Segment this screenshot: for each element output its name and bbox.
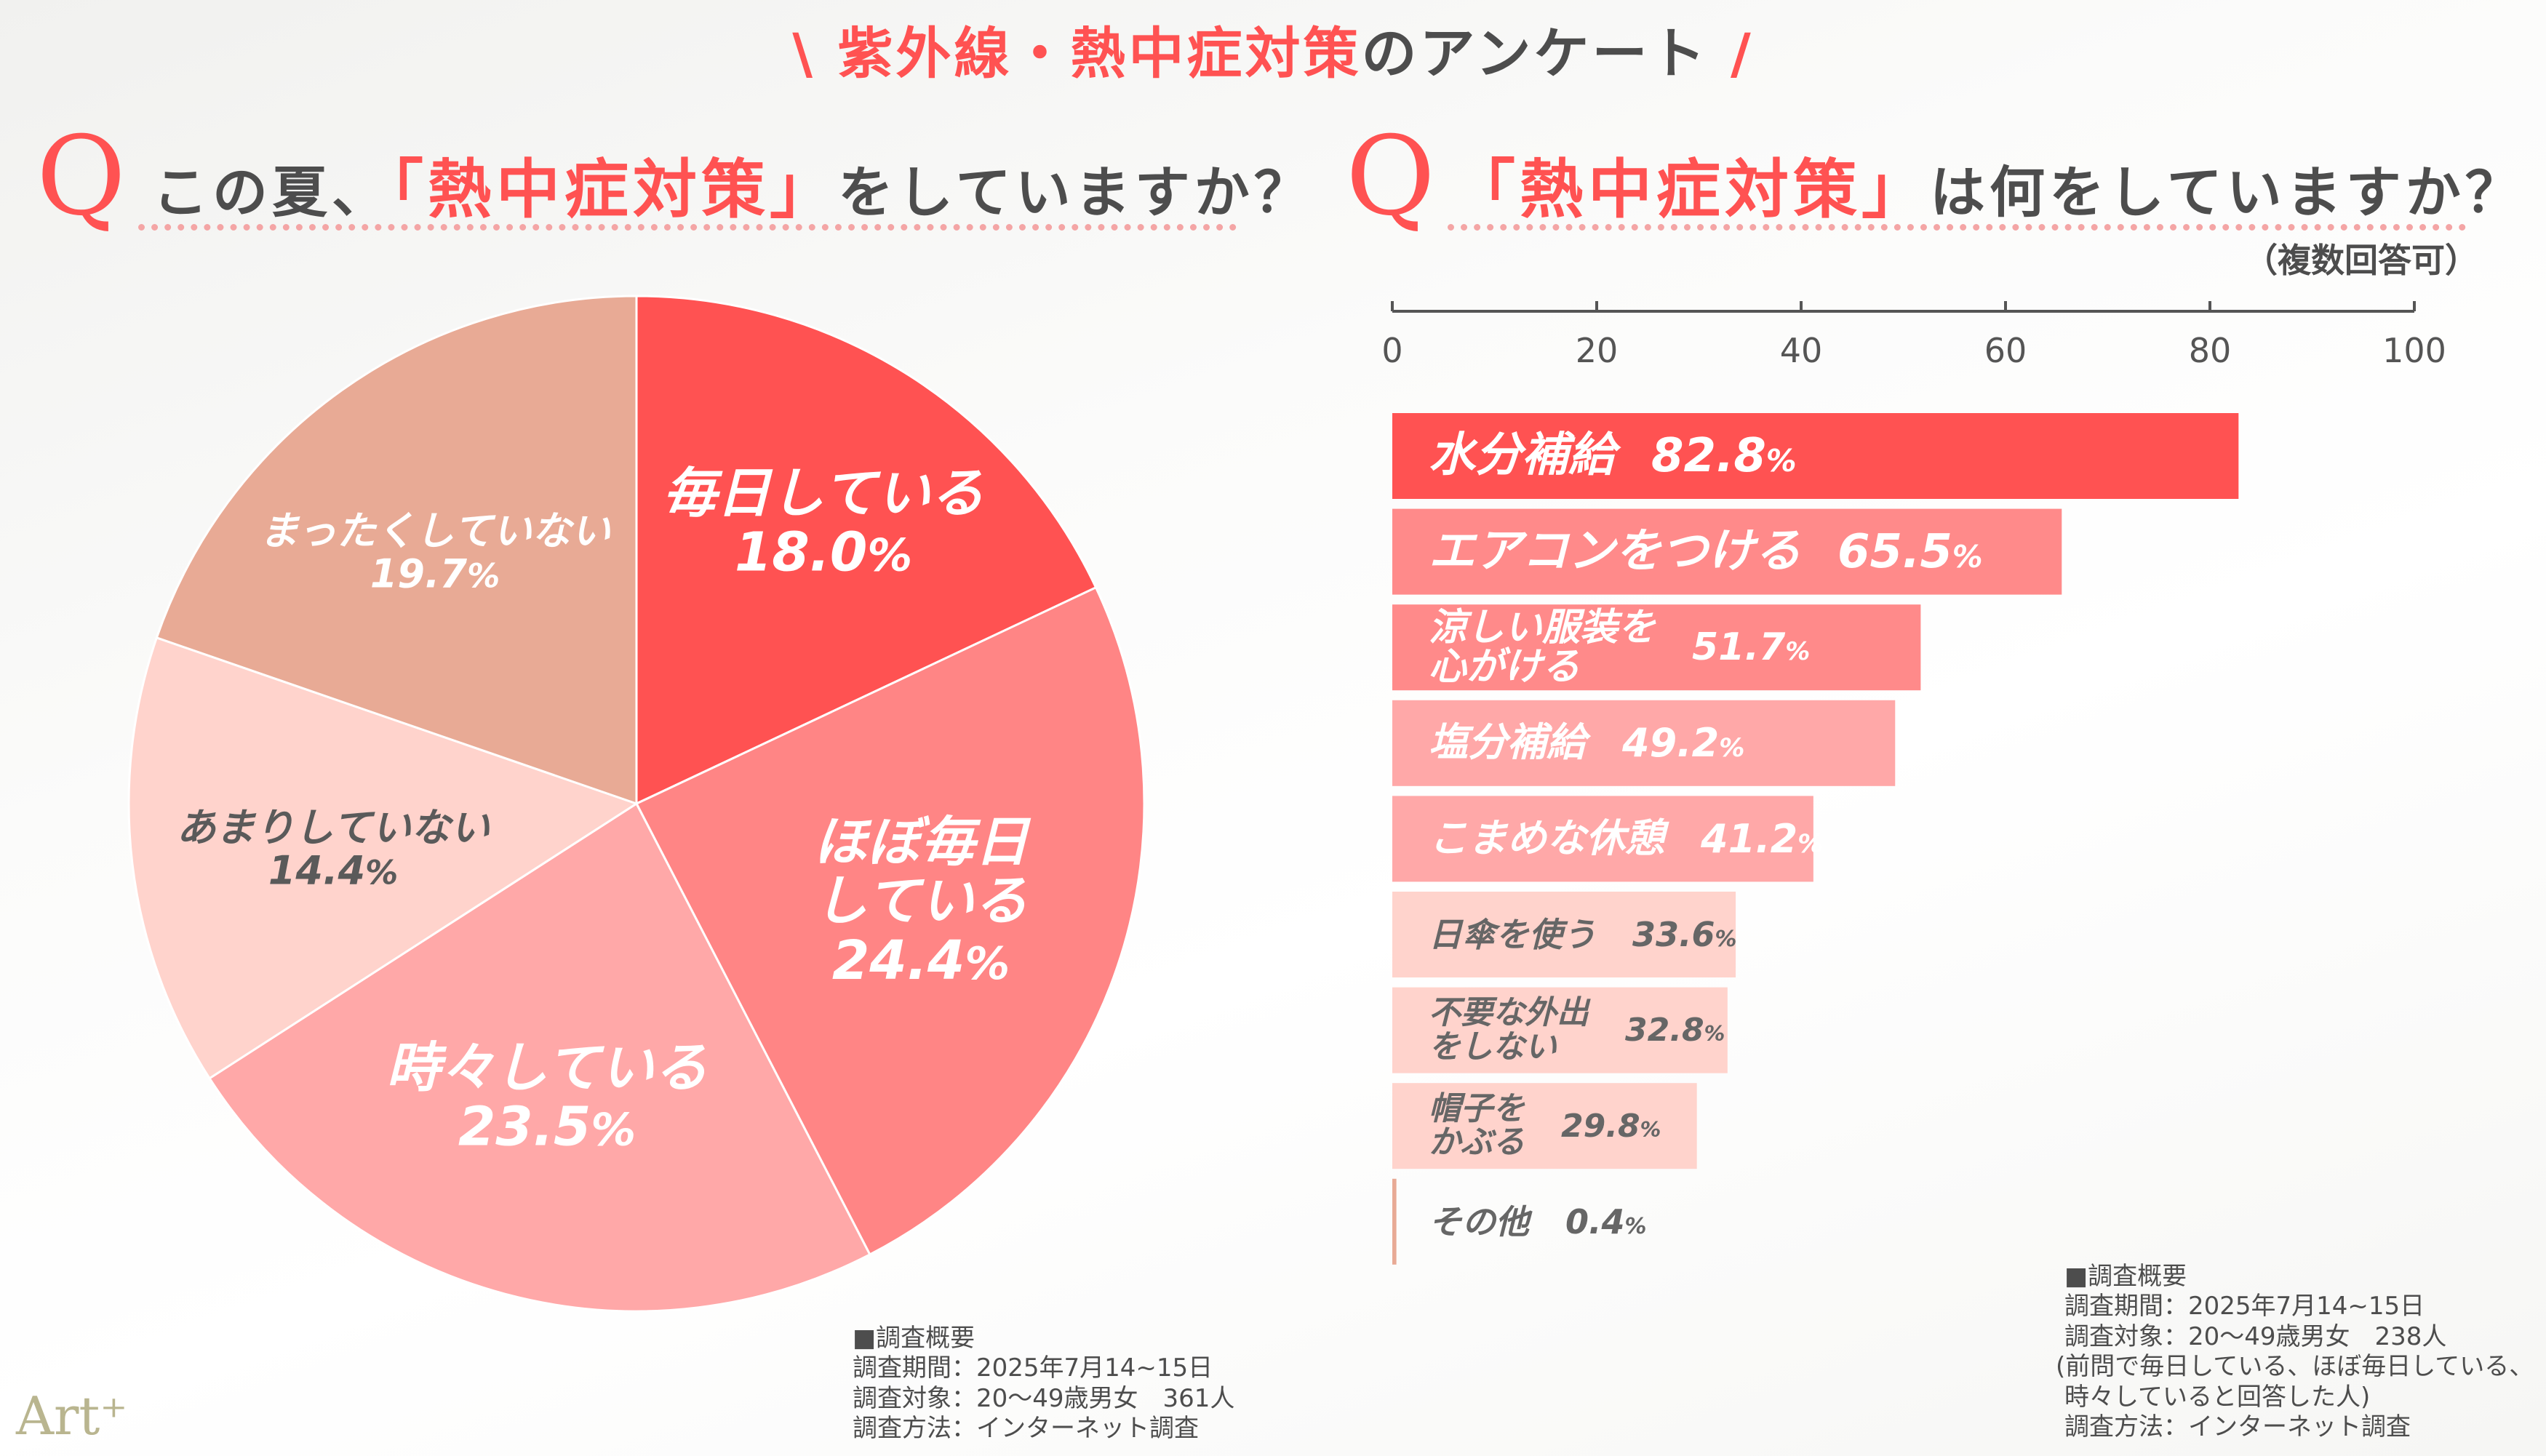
bar-value: 49.2%: [1622, 720, 1745, 767]
bar-category: 帽子を かぶる: [1429, 1090, 1525, 1161]
multiple-answer-note: （複数回答可）: [2244, 241, 2478, 280]
bar-value: 41.2%: [1701, 815, 1824, 862]
bar-value: 65.5%: [1837, 524, 1983, 579]
x-tick-label: 0: [1381, 331, 1403, 370]
bar-category: こまめな休憩: [1429, 815, 1664, 862]
pie-slice-4: [155, 295, 638, 806]
bar-3: [1392, 700, 1896, 786]
left-question-red: 「熱中症対策」: [391, 152, 839, 227]
bar-2: [1392, 604, 1921, 691]
bar-value: 29.8%: [1561, 1107, 1661, 1145]
left-survey-summary: ■調査概要 調査期間：2025年7月14~15日 調査対象：20〜49歳男女 361…: [853, 1324, 1235, 1444]
pie-label-almost-daily: ほぼ毎日 している 24.4%: [813, 810, 1029, 992]
bar-label: その他 0.4%: [1429, 1179, 1646, 1265]
bar-8: [1392, 1178, 1397, 1265]
bar-label: 水分補給 82.8%: [1429, 413, 1797, 499]
bar-value: 82.8%: [1651, 429, 1797, 483]
right-q-mark: Q: [1346, 113, 1435, 240]
pie-label-never: まったくしていない 19.7%: [259, 508, 611, 597]
bar-category: 涼しい服装を 心がける: [1429, 605, 1656, 689]
bar-1: [1392, 508, 2062, 595]
right-question-post: は何をしていますか？: [1930, 160, 2525, 225]
x-tick-label: 100: [2382, 331, 2446, 370]
bar-category: 日傘を使う: [1429, 914, 1596, 954]
page-header: \ 紫外線・熱中症対策のアンケート /: [0, 9, 2546, 89]
bar-0: [1392, 413, 2239, 499]
bar-label: 塩分補給 49.2%: [1429, 700, 1744, 786]
bar-value: 32.8%: [1625, 1012, 1725, 1049]
left-dotted-divider: [138, 224, 1237, 231]
pie-label-sometimes: 時々している 23.5%: [386, 1036, 708, 1159]
bar-label: 涼しい服装を 心がける 51.7%: [1429, 604, 1810, 690]
bar-category: 水分補給: [1429, 428, 1615, 483]
bar-7: [1392, 1083, 1697, 1169]
right-question-red: 「熱中症対策」: [1451, 152, 1931, 227]
x-tick-label: 20: [1575, 331, 1619, 370]
bar-4: [1392, 796, 1813, 882]
pie-slice-2: [207, 801, 871, 1313]
right-dotted-divider: [1448, 224, 2466, 231]
bar-value: 0.4%: [1565, 1201, 1647, 1241]
header-title-red: 紫外線・熱中症対策: [837, 21, 1362, 86]
bar-label: 日傘を使う 33.6%: [1429, 892, 1736, 977]
right-survey-summary: ■調査概要 調査期間：2025年7月14~15日 調査対象：20〜49歳男女 238…: [2056, 1262, 2534, 1442]
bar-6: [1392, 987, 1728, 1073]
pie-label-rarely: あまりしていない 14.4%: [176, 804, 490, 894]
bar-category: 不要な外出 をしない: [1429, 994, 1589, 1065]
x-tick-label: 40: [1779, 331, 1823, 370]
bar-label: エアコンをつける 65.5%: [1429, 509, 1983, 595]
bar-category: 塩分補給: [1429, 719, 1586, 766]
pie-label-daily: 毎日している 18.0%: [663, 462, 984, 584]
bar-category: エアコンをつける: [1429, 524, 1801, 578]
bar-category: その他: [1429, 1201, 1529, 1241]
left-question: この夏、「熱中症対策」をしていますか？: [153, 138, 1314, 231]
left-q-mark: Q: [36, 113, 126, 240]
art-plus-logo: Art⁺: [16, 1385, 128, 1447]
header-slash-left: \: [792, 21, 816, 86]
x-tick-label: 60: [1984, 331, 2027, 370]
header-title-rest: のアンケート: [1361, 21, 1709, 86]
pie-slice-0: [635, 295, 1098, 806]
bar-value: 33.6%: [1632, 915, 1737, 954]
bar-label: 不要な外出 をしない 32.8%: [1429, 988, 1725, 1073]
right-question: 「熱中症対策」は何をしていますか？: [1451, 138, 2525, 231]
bar-label: 帽子を かぶる 29.8%: [1429, 1083, 1661, 1169]
bar-5: [1392, 892, 1736, 977]
left-question-post: をしていますか？: [838, 160, 1314, 225]
header-slash-right: /: [1730, 21, 1754, 86]
pie-slice-1: [634, 585, 1146, 1256]
left-question-pre: この夏、: [153, 160, 391, 225]
bar-label: こまめな休憩 41.2%: [1429, 796, 1823, 881]
bar-value: 51.7%: [1692, 625, 1811, 670]
x-tick-label: 80: [2188, 331, 2232, 370]
pie-slice-3: [127, 636, 639, 1080]
